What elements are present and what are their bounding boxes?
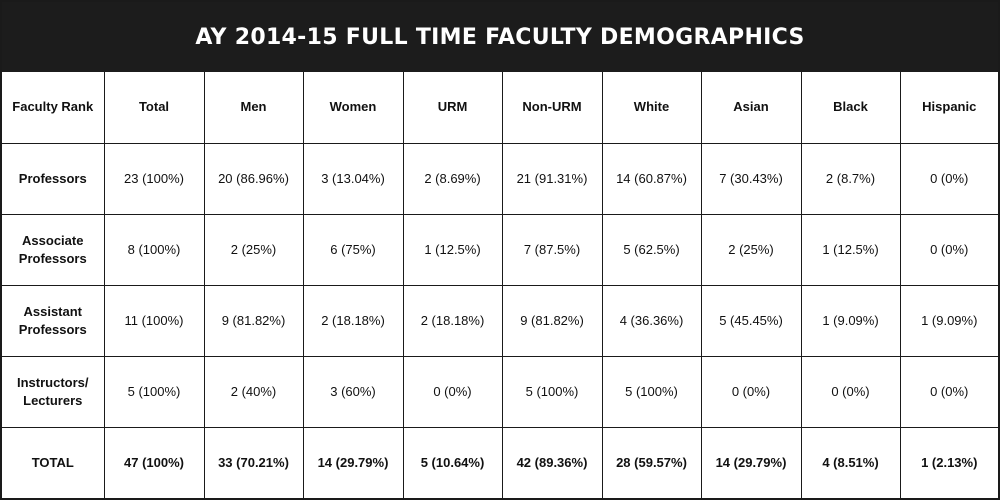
table-cell: 3 (13.04%) (302, 142, 404, 215)
table-cell: 2 (8.69%) (402, 142, 503, 215)
total-row: TOTAL 47 (100%) 33 (70.21%) 14 (29.79%) … (2, 426, 998, 498)
table-cell: 1 (12.5%) (800, 213, 901, 286)
header-row: Faculty Rank Total Men Women URM Non-URM… (2, 72, 998, 144)
column-header-urm: URM (402, 72, 503, 144)
table-cell: 7 (87.5%) (501, 213, 603, 286)
table-cell: 5 (100%) (501, 355, 603, 428)
table-cell: 4 (36.36%) (601, 284, 702, 357)
demographics-table: Faculty Rank Total Men Women URM Non-URM… (2, 72, 998, 498)
total-cell: 14 (29.79%) (302, 426, 404, 498)
table-cell: 2 (40%) (203, 355, 304, 428)
table-cell: 6 (75%) (302, 213, 404, 286)
total-cell: 4 (8.51%) (800, 426, 901, 498)
column-header-asian: Asian (700, 72, 802, 144)
total-cell: 5 (10.64%) (402, 426, 503, 498)
row-label: TOTAL (2, 426, 105, 498)
row-label: Assistant Professors (2, 284, 105, 357)
total-cell: 1 (2.13%) (899, 426, 998, 498)
table-cell: 3 (60%) (302, 355, 404, 428)
table-cell: 0 (0%) (899, 142, 998, 215)
table-cell: 1 (9.09%) (899, 284, 998, 357)
table-cell: 0 (0%) (700, 355, 802, 428)
table-cell: 5 (62.5%) (601, 213, 702, 286)
row-label: Associate Professors (2, 213, 105, 286)
total-cell: 33 (70.21%) (203, 426, 304, 498)
table-cell: 1 (9.09%) (800, 284, 901, 357)
column-header-faculty-rank: Faculty Rank (2, 72, 105, 144)
column-header-non-urm: Non-URM (501, 72, 603, 144)
table-cell: 2 (18.18%) (302, 284, 404, 357)
column-header-men: Men (203, 72, 304, 144)
table-cell: 8 (100%) (103, 213, 205, 286)
column-header-women: Women (302, 72, 404, 144)
column-header-white: White (601, 72, 702, 144)
column-header-total: Total (103, 72, 205, 144)
table-cell: 0 (0%) (899, 355, 998, 428)
table-row: Assistant Professors 11 (100%) 9 (81.82%… (2, 284, 998, 357)
total-cell: 42 (89.36%) (501, 426, 603, 498)
table-cell: 11 (100%) (103, 284, 205, 357)
page-title: AY 2014-15 FULL TIME FACULTY DEMOGRAPHIC… (2, 2, 998, 72)
column-header-hispanic: Hispanic (899, 72, 998, 144)
table-cell: 9 (81.82%) (501, 284, 603, 357)
total-cell: 28 (59.57%) (601, 426, 702, 498)
row-label: Professors (2, 142, 105, 215)
table-cell: 21 (91.31%) (501, 142, 603, 215)
table-cell: 2 (8.7%) (800, 142, 901, 215)
table-cell: 0 (0%) (800, 355, 901, 428)
table-cell: 5 (100%) (601, 355, 702, 428)
table-cell: 5 (45.45%) (700, 284, 802, 357)
total-cell: 47 (100%) (103, 426, 205, 498)
table-cell: 0 (0%) (402, 355, 503, 428)
table-row: Instructors/ Lecturers 5 (100%) 2 (40%) … (2, 355, 998, 428)
table-cell: 0 (0%) (899, 213, 998, 286)
column-header-black: Black (800, 72, 901, 144)
table-cell: 20 (86.96%) (203, 142, 304, 215)
table-cell: 5 (100%) (103, 355, 205, 428)
table-cell: 2 (18.18%) (402, 284, 503, 357)
table-cell: 14 (60.87%) (601, 142, 702, 215)
total-cell: 14 (29.79%) (700, 426, 802, 498)
table-cell: 2 (25%) (203, 213, 304, 286)
table-row: Associate Professors 8 (100%) 2 (25%) 6 … (2, 213, 998, 286)
row-label: Instructors/ Lecturers (2, 355, 105, 428)
table-cell: 1 (12.5%) (402, 213, 503, 286)
table-cell: 2 (25%) (700, 213, 802, 286)
table-row: Professors 23 (100%) 20 (86.96%) 3 (13.0… (2, 142, 998, 215)
table-cell: 9 (81.82%) (203, 284, 304, 357)
table-cell: 23 (100%) (103, 142, 205, 215)
table-cell: 7 (30.43%) (700, 142, 802, 215)
